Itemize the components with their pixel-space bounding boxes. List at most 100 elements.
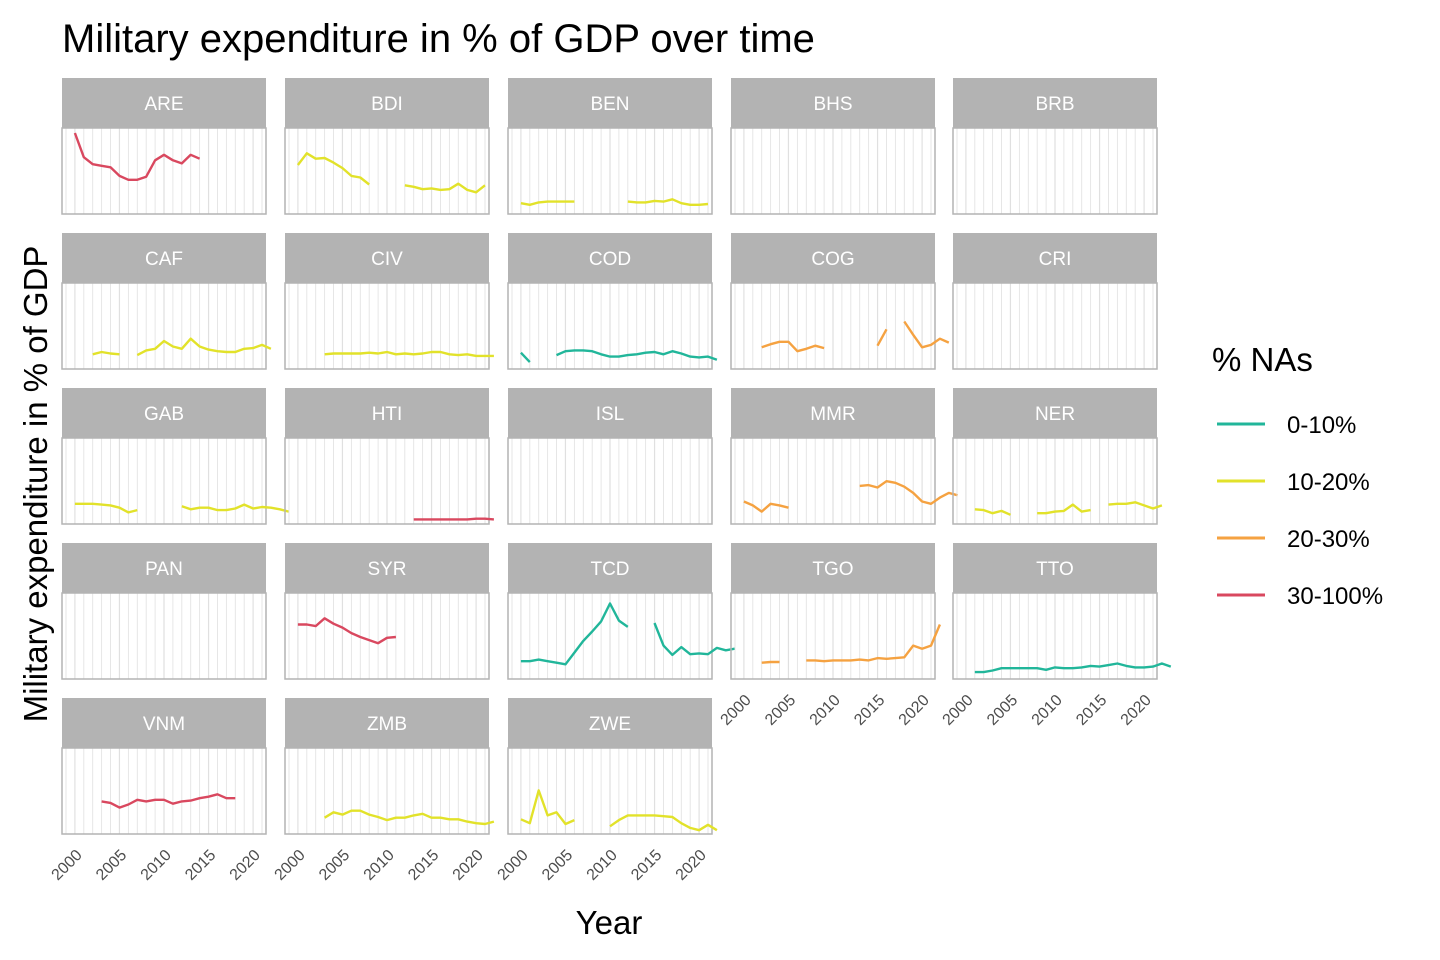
facet-strip-label: TCD (590, 559, 629, 580)
facet-strip (285, 78, 489, 128)
series-line-tcd (653, 622, 735, 657)
x-tick-label: 2020 (450, 847, 487, 884)
facet-strip-label: ZMB (367, 714, 407, 735)
panel-border (284, 437, 490, 525)
facet-strip-label: HTI (372, 404, 403, 425)
x-tick-label: 2020 (227, 847, 264, 884)
panel-border (284, 747, 490, 835)
facet-strip (508, 388, 712, 438)
facet-strip (953, 543, 1157, 593)
series-line-gab (74, 502, 138, 514)
facet-strip (62, 388, 266, 438)
facet-strip-label: BEN (590, 94, 629, 115)
facet-strip-label: ZWE (589, 714, 631, 735)
facet-strip-label: TTO (1036, 559, 1074, 580)
x-tick-label: 2005 (762, 692, 799, 729)
series-line-bdi (404, 182, 486, 194)
legend-title: % NAs (1212, 341, 1313, 378)
facet-panel-hti: HTI (284, 388, 494, 525)
x-tick-label: 2010 (807, 692, 844, 729)
x-tick-label: 2000 (49, 847, 86, 884)
series-line-ner (974, 508, 1011, 516)
facet-panel-are: ARE (61, 78, 267, 215)
x-tick-label: 2020 (673, 847, 710, 884)
x-tick-label: 2010 (1029, 692, 1066, 729)
facet-panel-ben: BEN (507, 78, 713, 215)
x-tick-label: 2020 (896, 692, 933, 729)
panel-border (952, 127, 1158, 215)
series-line-caf (136, 337, 272, 357)
panel-border (61, 127, 267, 215)
facet-strip-label: VNM (143, 714, 185, 735)
facet-panel-ner: NER (952, 388, 1163, 525)
series-line-ben (627, 198, 709, 207)
facet-panel-zwe: ZWE 2000 2005 2010 2015 2020 (495, 698, 718, 884)
facet-strip (62, 78, 266, 128)
legend: % NAs 0-10% 10-20% 20-30% 30-100% (1212, 341, 1383, 610)
x-tick-label: 2005 (539, 847, 576, 884)
facet-strip (953, 233, 1157, 283)
legend-label: 30-100% (1287, 583, 1383, 610)
facet-strip (62, 233, 266, 283)
x-tick-label: 2005 (984, 692, 1021, 729)
x-tick-label: 2000 (495, 847, 532, 884)
facet-strip (62, 698, 266, 748)
facet-strip (285, 543, 489, 593)
series-line-cog (876, 328, 888, 347)
x-tick-label: 2015 (182, 847, 219, 884)
facet-strip (953, 388, 1157, 438)
x-tick-label: 2000 (272, 847, 309, 884)
panel-border (730, 437, 936, 525)
panel-border (507, 592, 713, 680)
facet-strip (285, 388, 489, 438)
facet-strip-label: ARE (144, 94, 183, 115)
facet-strip-label: CAF (145, 249, 183, 270)
x-tick-label: 2000 (718, 692, 755, 729)
facet-strip (731, 543, 935, 593)
chart-title: Military expenditure in % of GDP over ti… (62, 17, 815, 61)
facet-strip (731, 78, 935, 128)
series-line-tgo (806, 624, 942, 663)
series-line-cog (903, 320, 950, 349)
facet-panel-mmr: MMR (730, 388, 959, 525)
panel-border (284, 282, 490, 370)
series-line-mmr (743, 500, 789, 513)
facet-panel-bhs: BHS (730, 78, 936, 215)
series-line-zmb (323, 809, 495, 826)
panel-border (61, 437, 267, 525)
facet-panel-cod: COD (507, 233, 718, 370)
x-axis-title: Year (576, 904, 643, 941)
facet-strip (508, 543, 712, 593)
series-line-caf (92, 350, 120, 356)
x-tick-label: 2015 (851, 692, 888, 729)
series-line-cod (556, 349, 718, 361)
x-tick-label: 2005 (93, 847, 130, 884)
facet-panel-civ: CIV (284, 233, 494, 370)
facet-strip-label: COD (589, 249, 631, 270)
x-tick-label: 2015 (1073, 692, 1110, 729)
facet-panel-isl: ISL (507, 388, 713, 525)
series-line-mmr (859, 480, 959, 505)
panel-border (61, 747, 267, 835)
series-line-cod (520, 351, 531, 363)
facet-strip-label: BHS (813, 94, 852, 115)
facet-strip (731, 388, 935, 438)
panel-border (952, 282, 1158, 370)
facet-strip (731, 233, 935, 283)
facet-panel-tto: TTO 2000 2005 2010 2015 2020 (940, 543, 1172, 729)
panel-border (284, 592, 490, 680)
facet-strip (285, 698, 489, 748)
series-line-syr (297, 617, 397, 645)
series-line-gab (181, 503, 290, 513)
facet-strip-label: COG (811, 249, 854, 270)
facet-strip-label: MMR (810, 404, 855, 425)
facet-strip (508, 698, 712, 748)
x-tick-label: 2010 (138, 847, 175, 884)
facet-panel-gab: GAB (61, 388, 290, 525)
facet-strip (62, 543, 266, 593)
series-line-hti (413, 517, 494, 521)
facet-panel-pan: PAN (61, 543, 267, 680)
facet-strip-label: GAB (144, 404, 184, 425)
series-line-are (73, 132, 201, 182)
